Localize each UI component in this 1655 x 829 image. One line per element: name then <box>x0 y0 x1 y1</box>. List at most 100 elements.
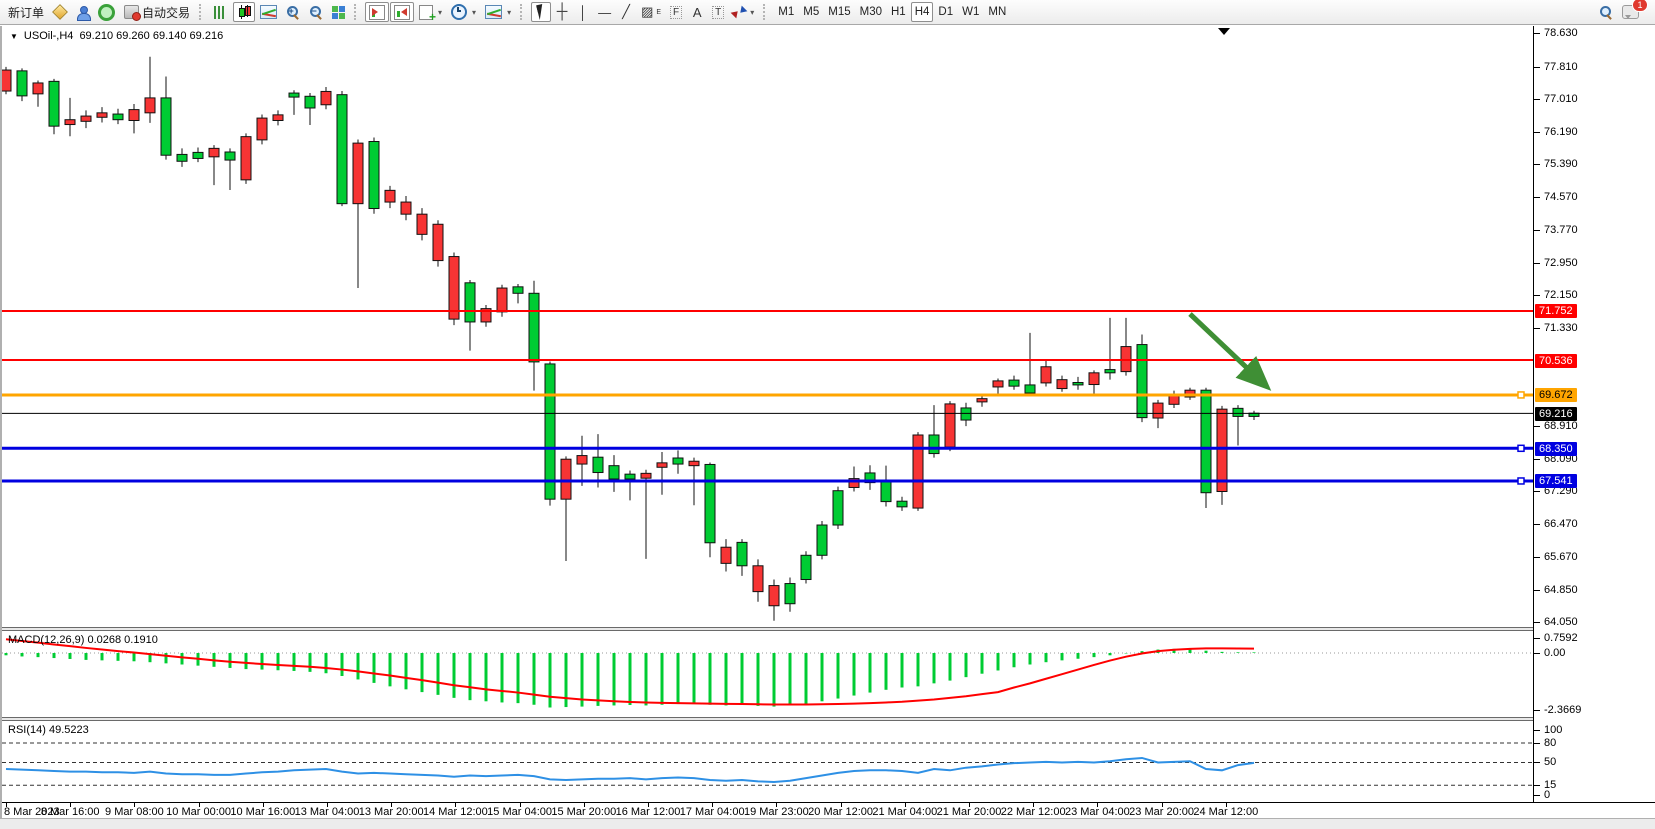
timeframe-H4[interactable]: H4 <box>910 2 934 22</box>
trendline-button[interactable]: ╱ <box>616 2 636 22</box>
candle-body <box>592 456 604 474</box>
candle-body <box>896 500 908 508</box>
candle-body <box>128 109 140 122</box>
candle-body <box>64 119 76 126</box>
candle-body <box>416 213 428 235</box>
candle-body <box>928 434 940 455</box>
bar-chart-button[interactable] <box>210 2 232 22</box>
date-tick <box>262 803 264 807</box>
hline-icon: — <box>598 4 612 20</box>
rsi-panel[interactable] <box>2 721 1533 802</box>
price-axis[interactable]: 78.630 77.810 77.010 76.190 75.390 74.570 73.7… <box>1533 26 1655 802</box>
date-tick <box>455 803 457 807</box>
crosshair-button[interactable]: ┼ <box>552 2 572 22</box>
community-button[interactable] <box>72 2 93 22</box>
line-chart-icon <box>260 5 278 19</box>
arrows-button[interactable] <box>729 2 758 22</box>
timeframe-M30[interactable]: M30 <box>859 6 882 18</box>
fibonacci-button[interactable]: F <box>666 2 686 22</box>
candle-body <box>1200 389 1212 494</box>
macd-panel[interactable] <box>2 631 1533 717</box>
notifications-button[interactable]: 1 <box>1618 0 1648 22</box>
templates-button[interactable] <box>481 2 515 22</box>
main-price-chart[interactable] <box>2 26 1533 627</box>
arrows-icon <box>733 6 745 18</box>
candle-body <box>912 434 924 509</box>
candle-body <box>688 460 700 467</box>
price-tick-label: 76.190 <box>1534 125 1578 139</box>
timeframe-M15[interactable]: M15 <box>828 6 851 18</box>
candle-body <box>288 92 300 98</box>
period-button[interactable] <box>447 2 480 22</box>
candle-body <box>848 478 860 488</box>
auto-scroll-button[interactable] <box>365 2 390 22</box>
date-label: 15 Mar 20:00 <box>551 806 617 818</box>
date-tick <box>1033 803 1035 807</box>
candle-body <box>16 70 28 97</box>
price-tick-label: 68.090 <box>1534 452 1578 466</box>
text-label-button[interactable]: T <box>708 2 728 22</box>
new-order-label: 新订单 <box>8 5 45 20</box>
chevron-down-icon[interactable]: ▼ <box>10 31 18 41</box>
text-button[interactable]: A <box>687 2 707 22</box>
price-tick-label: 77.810 <box>1534 60 1578 74</box>
candle-body <box>784 583 796 605</box>
candle-body <box>464 282 476 323</box>
date-label: 17 Mar 04:00 <box>679 806 745 818</box>
zoom-in-button[interactable]: + <box>282 2 304 22</box>
price-tick-label: 72.950 <box>1534 256 1578 270</box>
search-button[interactable] <box>1595 2 1617 22</box>
signals-button[interactable] <box>94 2 119 22</box>
chart-shift-icon <box>394 4 411 20</box>
rsi-tick-label: 80 <box>1534 736 1556 750</box>
date-tick <box>840 803 842 807</box>
macd-label: MACD(12,26,9) 0.0268 0.1910 <box>8 634 158 646</box>
tile-windows-button[interactable] <box>328 2 349 22</box>
timeframe-W1[interactable]: W1 <box>962 6 980 18</box>
timeframe-MN[interactable]: MN <box>988 6 1007 18</box>
candle-body <box>480 308 492 323</box>
status-bar <box>0 818 1655 829</box>
price-level-badge: 70.536 <box>1535 354 1577 368</box>
timeframe-M5[interactable]: M5 <box>803 6 820 18</box>
timeframe-H1[interactable]: H1 <box>891 6 906 18</box>
timeframe-M1[interactable]: M1 <box>778 6 795 18</box>
channel-icon: ▨ <box>641 4 654 19</box>
hline-button[interactable]: — <box>594 2 615 22</box>
auto-scroll-icon <box>369 4 386 20</box>
chart-symbol-label: USOil-,H4 <box>23 30 74 42</box>
line-handle <box>1517 444 1525 453</box>
vline-button[interactable]: │ <box>573 2 593 22</box>
panel-separator[interactable] <box>2 627 1655 631</box>
cursor-button[interactable] <box>531 2 552 22</box>
candle-body <box>816 524 828 556</box>
price-tick-label: 78.630 <box>1534 26 1578 40</box>
panel-separator[interactable] <box>2 717 1655 721</box>
new-order-icon-button[interactable] <box>49 2 71 22</box>
date-label: 10 Mar 00:00 <box>166 806 231 818</box>
new-chart-button[interactable] <box>415 2 446 24</box>
text-label-icon: T <box>712 5 725 19</box>
date-label: 22 Mar 12:00 <box>1000 806 1066 818</box>
crosshair-icon: ┼ <box>556 3 568 20</box>
candle-body <box>720 546 732 564</box>
channel-button[interactable]: ▨ E <box>637 2 665 22</box>
candle-body <box>176 153 188 162</box>
candle-body <box>1104 369 1116 374</box>
new-order-button[interactable]: 新订单 <box>4 2 48 22</box>
line-chart-button[interactable] <box>256 2 281 22</box>
price-tick-label: 67.290 <box>1534 484 1578 498</box>
price-tick-label: 72.150 <box>1534 288 1578 302</box>
candle-body <box>432 223 444 262</box>
auto-trading-button[interactable]: 自动交易 <box>120 2 194 22</box>
chart-shift-button[interactable] <box>390 2 415 22</box>
candle-chart-button[interactable] <box>233 2 256 22</box>
candle-body <box>304 95 316 109</box>
candle-body <box>400 201 412 215</box>
date-axis[interactable]: 8 Mar 2023 8 Mar 16:00 9 Mar 08:00 10 Mar 0… <box>2 802 1655 819</box>
timeframe-D1[interactable]: D1 <box>938 6 954 18</box>
zoom-out-button[interactable]: − <box>305 2 327 22</box>
zoom-in-icon: + <box>286 5 300 19</box>
price-level-badge: 68.350 <box>1535 442 1577 456</box>
date-label: 20 Mar 12:00 <box>808 806 873 818</box>
